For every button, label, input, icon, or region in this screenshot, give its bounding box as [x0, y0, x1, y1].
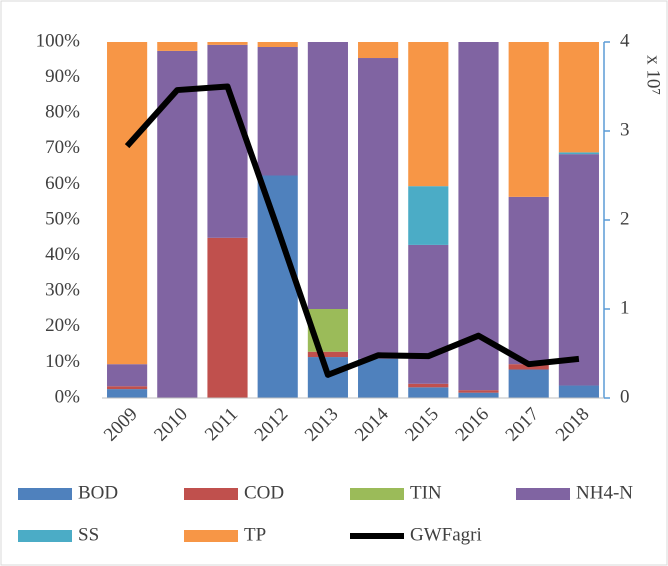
bar-segment: [558, 152, 599, 155]
bar-segment: [408, 42, 449, 187]
bar-segment: [207, 42, 248, 45]
bar-segment: [257, 42, 298, 47]
legend-label: SS: [78, 524, 99, 545]
bar-segment: [257, 46, 298, 176]
bar-segment: [558, 42, 599, 153]
bar-segment: [358, 358, 399, 398]
bar-segment: [207, 237, 248, 398]
line-series: [124, 83, 580, 378]
bar-segment: [408, 244, 449, 384]
legend-swatch: [184, 488, 238, 500]
legend-label: NH4-N: [576, 482, 633, 503]
legend-label: TP: [244, 524, 266, 545]
y2-tick-label: 4: [620, 30, 630, 51]
bar-segment: [408, 387, 449, 398]
bar-segment: [107, 386, 148, 390]
bar-segment: [458, 390, 499, 393]
bar-segment: [508, 42, 549, 197]
y2-tick-label: 0: [620, 386, 630, 407]
bar-segment: [157, 42, 198, 51]
legend-swatch: [350, 488, 404, 500]
bar-segment: [558, 385, 599, 398]
y-tick-label: 0%: [55, 386, 81, 407]
y-tick-label: 10%: [45, 351, 80, 372]
y-tick-label: 100%: [36, 30, 81, 51]
bar-segment: [508, 196, 549, 365]
bar-segment: [358, 42, 399, 59]
bar-segment: [458, 42, 499, 391]
y-tick-label: 50%: [45, 208, 80, 229]
bar-segment: [408, 383, 449, 388]
y-tick-label: 70%: [45, 137, 80, 158]
y2-axis-label: x 10⁷: [643, 55, 664, 95]
bar-segment: [107, 364, 148, 387]
bar-segment: [358, 58, 399, 359]
bar-segment: [307, 351, 348, 358]
bar-segment: [257, 175, 298, 398]
y2-tick-label: 1: [620, 297, 630, 318]
legend-label: COD: [244, 482, 284, 503]
bar-segment: [207, 44, 248, 238]
y2-tick-label: 3: [620, 119, 630, 140]
legend-label: TIN: [410, 482, 442, 503]
legend-swatch: [18, 530, 72, 542]
y-tick-label: 60%: [45, 173, 80, 194]
y-tick-label: 20%: [45, 315, 80, 336]
legend-swatch: [184, 530, 238, 542]
bar-segment: [408, 186, 449, 245]
y-tick-label: 90%: [45, 66, 80, 87]
y-tick-label: 40%: [45, 244, 80, 265]
bar-segment: [458, 392, 499, 398]
y-tick-label: 30%: [45, 280, 80, 301]
y2-tick-label: 2: [620, 208, 630, 229]
legend-label: BOD: [78, 482, 118, 503]
bar-segment: [558, 154, 599, 386]
bar-segment: [508, 369, 549, 398]
bar-segment: [107, 42, 148, 365]
y-tick-label: 80%: [45, 102, 80, 123]
legend-label: GWFagri: [410, 524, 482, 545]
bar-segment: [107, 389, 148, 398]
legend-swatch: [18, 488, 72, 500]
legend-swatch: [516, 488, 570, 500]
bar-segment: [307, 42, 348, 309]
